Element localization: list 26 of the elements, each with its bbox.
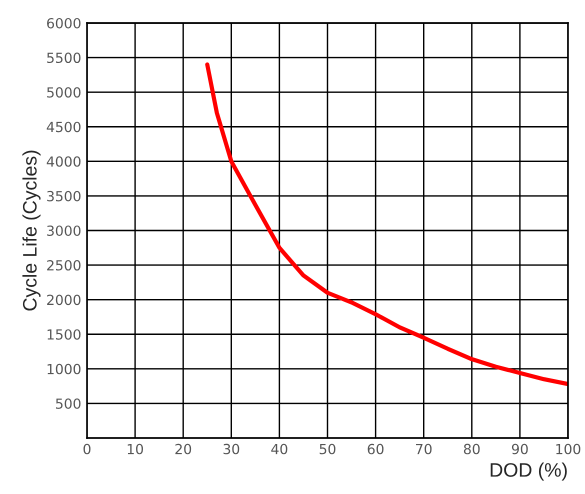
- y-tick-label: 6000: [47, 18, 81, 28]
- y-tick-label: 3000: [47, 225, 81, 236]
- x-tick-label: 40: [271, 444, 288, 454]
- x-tick-label: 90: [512, 444, 528, 454]
- line-series: [205, 62, 568, 386]
- y-tick-label: 2500: [47, 260, 81, 271]
- x-tick-label: 0: [83, 444, 90, 454]
- y-tick-label: 5500: [47, 52, 81, 64]
- y-tick-label: 1000: [48, 364, 81, 374]
- y-tick-label: 1500: [48, 329, 81, 340]
- x-tick-label: 70: [416, 444, 432, 454]
- y-tick-label: 5000: [47, 87, 81, 98]
- y-tick-label: 4500: [46, 122, 81, 132]
- x-tick-label: 100: [556, 444, 580, 454]
- y-tick-label: 4000: [46, 156, 81, 167]
- x-axis-title: DOD (%): [490, 462, 567, 481]
- x-tick-label: 20: [175, 444, 192, 454]
- x-tick-label: 60: [368, 444, 384, 454]
- y-axis-title: Cycle Life (Cycles): [22, 150, 41, 311]
- x-tick-label: 50: [320, 444, 336, 454]
- y-tick-label: 500: [56, 398, 81, 409]
- x-tick-label: 10: [128, 444, 144, 454]
- y-tick-label: 2000: [47, 294, 81, 306]
- y-tick-label: 3500: [47, 190, 81, 202]
- x-tick-label: 30: [224, 444, 240, 454]
- x-tick-label: 80: [464, 444, 480, 454]
